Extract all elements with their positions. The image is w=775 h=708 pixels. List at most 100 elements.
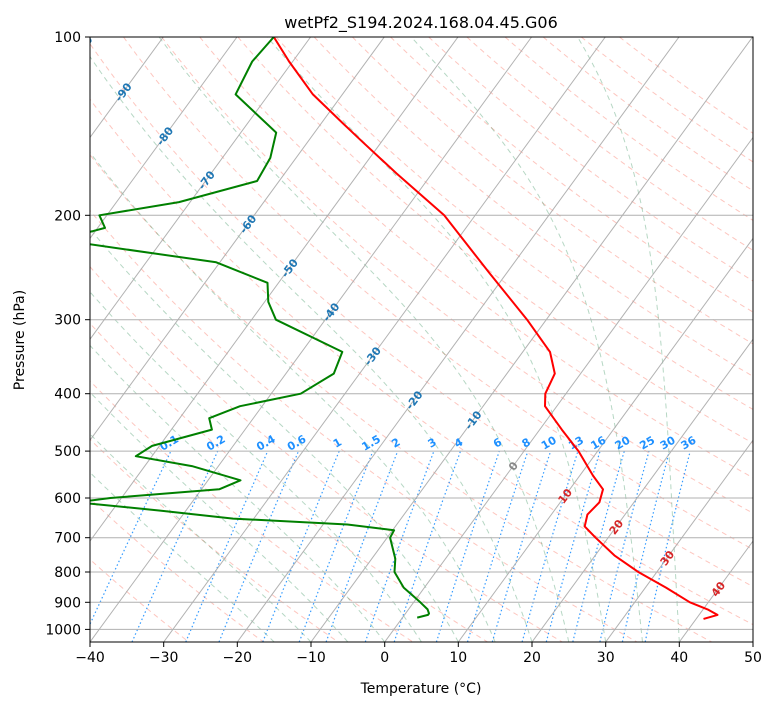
y-tick-label: 200 bbox=[54, 208, 81, 224]
skewed-isotherm bbox=[310, 37, 753, 642]
dry-adiabat bbox=[161, 37, 753, 514]
dry-adiabat bbox=[90, 558, 190, 642]
mixing-ratio-label: 25 bbox=[637, 434, 657, 453]
isotherm-label: 0 bbox=[506, 459, 521, 473]
y-tick-label: 500 bbox=[54, 444, 81, 460]
temperature-line bbox=[272, 37, 719, 620]
moist-adiabat bbox=[90, 391, 349, 642]
isotherm-label: -70 bbox=[196, 168, 219, 192]
dry-adiabat bbox=[123, 37, 753, 551]
y-tick-label: 1000 bbox=[45, 622, 81, 638]
y-tick-label: 100 bbox=[54, 30, 81, 46]
mixing-ratio-labels: 0.1 0.2 0.4 0.6 1 1.5 2 3 4 6 8 10 13 16 20 25 30 36 bbox=[157, 432, 698, 453]
isotherm-label: -30 bbox=[362, 344, 385, 368]
x-tick-label: 10 bbox=[449, 650, 467, 666]
isotherm-label: -80 bbox=[154, 124, 177, 148]
profile-lines bbox=[90, 37, 719, 620]
x-tick-label: −10 bbox=[296, 650, 326, 666]
x-tick-label: 50 bbox=[744, 650, 762, 666]
background-lines bbox=[90, 37, 753, 642]
mixing-ratio-line bbox=[393, 450, 462, 642]
dry-adiabat bbox=[90, 498, 264, 642]
dry-adiabat bbox=[90, 322, 488, 642]
mixing-ratio-line bbox=[572, 450, 625, 642]
y-axis-label: Pressure (hPa) bbox=[12, 290, 28, 390]
y-tick-label: 800 bbox=[54, 565, 81, 581]
dry-adiabat bbox=[90, 209, 638, 642]
y-tick-label: 600 bbox=[54, 491, 81, 507]
mixing-ratio-line bbox=[599, 450, 650, 642]
skewed-isotherm bbox=[236, 37, 680, 642]
mixing-ratio-line bbox=[262, 450, 340, 642]
x-tick-label: 30 bbox=[597, 650, 615, 666]
x-tick-label: 20 bbox=[523, 650, 541, 666]
mixing-ratio-line bbox=[466, 450, 529, 642]
isotherm-label: -20 bbox=[403, 388, 426, 412]
x-tick-label: −40 bbox=[75, 650, 105, 666]
isotherm-label: 10 bbox=[556, 486, 576, 506]
mixing-ratio-label: 10 bbox=[539, 433, 559, 452]
isotherm-label: -90 bbox=[112, 80, 135, 104]
mixing-ratio-line bbox=[90, 450, 172, 626]
dry-adiabat bbox=[313, 37, 753, 377]
mixing-ratio-line bbox=[435, 450, 500, 642]
dry-adiabat bbox=[542, 37, 753, 192]
isotherm-label: -10 bbox=[462, 408, 485, 432]
mixing-ratio-line bbox=[218, 450, 300, 642]
moist-adiabat bbox=[158, 37, 570, 642]
skewed-isotherm bbox=[90, 37, 459, 542]
isotherm-label: -50 bbox=[279, 256, 302, 280]
dry-adiabat bbox=[90, 380, 414, 642]
mixing-ratio-label: 1.5 bbox=[359, 433, 382, 454]
skewed-isotherm bbox=[90, 37, 238, 240]
skewed-isotherm bbox=[90, 37, 533, 642]
dry-adiabat bbox=[428, 37, 753, 282]
y-tick-label: 400 bbox=[54, 387, 81, 403]
x-axis: −40 −30 −20 −10 0 10 20 30 40 50 bbox=[75, 642, 762, 666]
dry-adiabat bbox=[90, 438, 339, 642]
mixing-ratio-label: 4 bbox=[452, 435, 465, 450]
moist-adiabat bbox=[90, 344, 386, 642]
dry-adiabat bbox=[237, 37, 753, 444]
plot-frame bbox=[89, 36, 754, 643]
moist-adiabat bbox=[90, 433, 312, 642]
dry-adiabat bbox=[90, 265, 563, 642]
mixing-ratio-label: 0.6 bbox=[285, 432, 309, 453]
moist-adiabat bbox=[90, 55, 533, 642]
skewed-isotherm bbox=[605, 439, 753, 642]
mixing-ratio-line bbox=[298, 450, 374, 642]
moist-adiabat bbox=[90, 151, 496, 642]
y-tick-label: 300 bbox=[54, 313, 81, 329]
mixing-ratio-line bbox=[621, 450, 671, 642]
skewed-isotherm bbox=[678, 540, 753, 642]
isotherm-label: 40 bbox=[709, 579, 729, 599]
skewed-isotherm bbox=[531, 338, 753, 642]
mixing-ratio-label: 16 bbox=[588, 433, 608, 452]
x-tick-label: −20 bbox=[223, 650, 253, 666]
mixing-ratio-label: 1 bbox=[331, 436, 344, 451]
y-tick-label: 900 bbox=[54, 595, 81, 611]
skewed-isotherm bbox=[384, 136, 753, 642]
mixing-ratio-label: 0.2 bbox=[204, 433, 227, 454]
dry-adiabat bbox=[199, 37, 753, 479]
mixing-ratio-line bbox=[644, 450, 691, 642]
mixing-ratio-label: 0.4 bbox=[254, 432, 278, 453]
mixing-ratio-label: 6 bbox=[491, 435, 504, 450]
skewed-isotherm bbox=[752, 641, 753, 642]
mixing-ratio-line bbox=[364, 450, 435, 642]
x-tick-label: 0 bbox=[380, 650, 389, 666]
x-tick-label: 40 bbox=[670, 650, 688, 666]
x-tick-label: −30 bbox=[149, 650, 179, 666]
moist-adiabat bbox=[410, 37, 643, 642]
mixing-ratio-line bbox=[545, 450, 601, 642]
mixing-ratio-label: 3 bbox=[426, 436, 439, 451]
dry-adiabat bbox=[504, 37, 753, 221]
dry-adiabat bbox=[390, 37, 753, 313]
skewed-isotherm bbox=[163, 37, 606, 642]
chart-title: wetPf2_S194.2024.168.04.45.G06 bbox=[284, 13, 558, 33]
skewed-isotherm bbox=[90, 37, 385, 442]
dry-adiabat bbox=[352, 37, 753, 345]
moist-adiabat bbox=[90, 471, 275, 642]
skewed-isotherm bbox=[457, 237, 753, 642]
